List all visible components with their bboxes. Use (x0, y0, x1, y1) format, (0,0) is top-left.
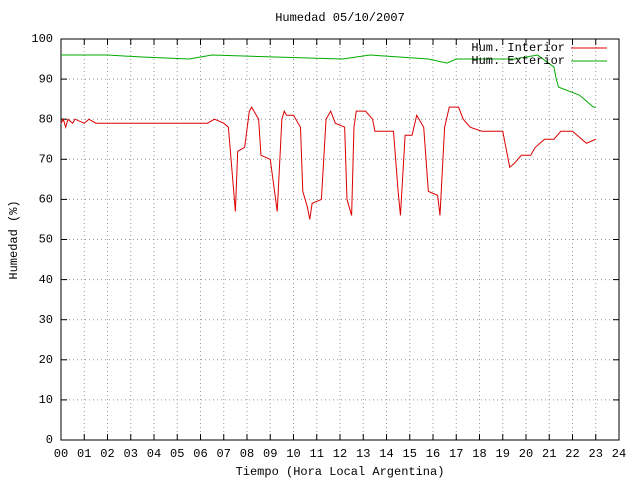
x-tick-label: 09 (263, 447, 277, 461)
x-tick-label: 00 (54, 447, 68, 461)
y-tick-label: 0 (46, 433, 53, 447)
x-tick-label: 19 (496, 447, 510, 461)
y-axis-label: Humedad (%) (7, 200, 21, 279)
y-tick-label: 50 (39, 233, 53, 247)
x-tick-label: 23 (589, 447, 603, 461)
x-tick-label: 03 (124, 447, 138, 461)
x-tick-label: 11 (310, 447, 324, 461)
x-tick-label: 02 (100, 447, 114, 461)
legend-label: Hum. Interior (471, 41, 565, 55)
x-tick-label: 21 (542, 447, 556, 461)
x-axis-label: Tiempo (Hora Local Argentina) (236, 465, 445, 479)
x-tick-label: 12 (333, 447, 347, 461)
y-tick-label: 100 (31, 32, 53, 46)
y-tick-label: 10 (39, 393, 53, 407)
y-tick-label: 70 (39, 152, 53, 166)
data-line (60, 106, 596, 220)
chart-title: Humedad 05/10/2007 (275, 11, 405, 25)
x-tick-label: 13 (356, 447, 370, 461)
y-tick-label: 30 (39, 313, 53, 327)
y-tick-label: 20 (39, 353, 53, 367)
x-tick-label: 17 (449, 447, 463, 461)
x-tick-label: 08 (240, 447, 254, 461)
x-tick-label: 15 (403, 447, 417, 461)
x-tick-label: 24 (612, 447, 626, 461)
y-tick-label: 80 (39, 112, 53, 126)
y-tick-label: 90 (39, 72, 53, 86)
y-tick-label: 40 (39, 273, 53, 287)
x-tick-label: 07 (217, 447, 231, 461)
legend-label: Hum. Exterior (471, 54, 565, 68)
x-tick-label: 05 (170, 447, 184, 461)
x-tick-label: 01 (77, 447, 91, 461)
x-tick-label: 16 (426, 447, 440, 461)
x-tick-label: 04 (147, 447, 161, 461)
x-tick-label: 14 (379, 447, 393, 461)
y-tick-label: 60 (39, 193, 53, 207)
x-tick-label: 18 (472, 447, 486, 461)
x-tick-label: 06 (193, 447, 207, 461)
data-line (61, 54, 596, 108)
x-tick-label: 22 (565, 447, 579, 461)
plot-frame (60, 38, 620, 441)
x-tick-label: 10 (286, 447, 300, 461)
x-tick-label: 20 (519, 447, 533, 461)
